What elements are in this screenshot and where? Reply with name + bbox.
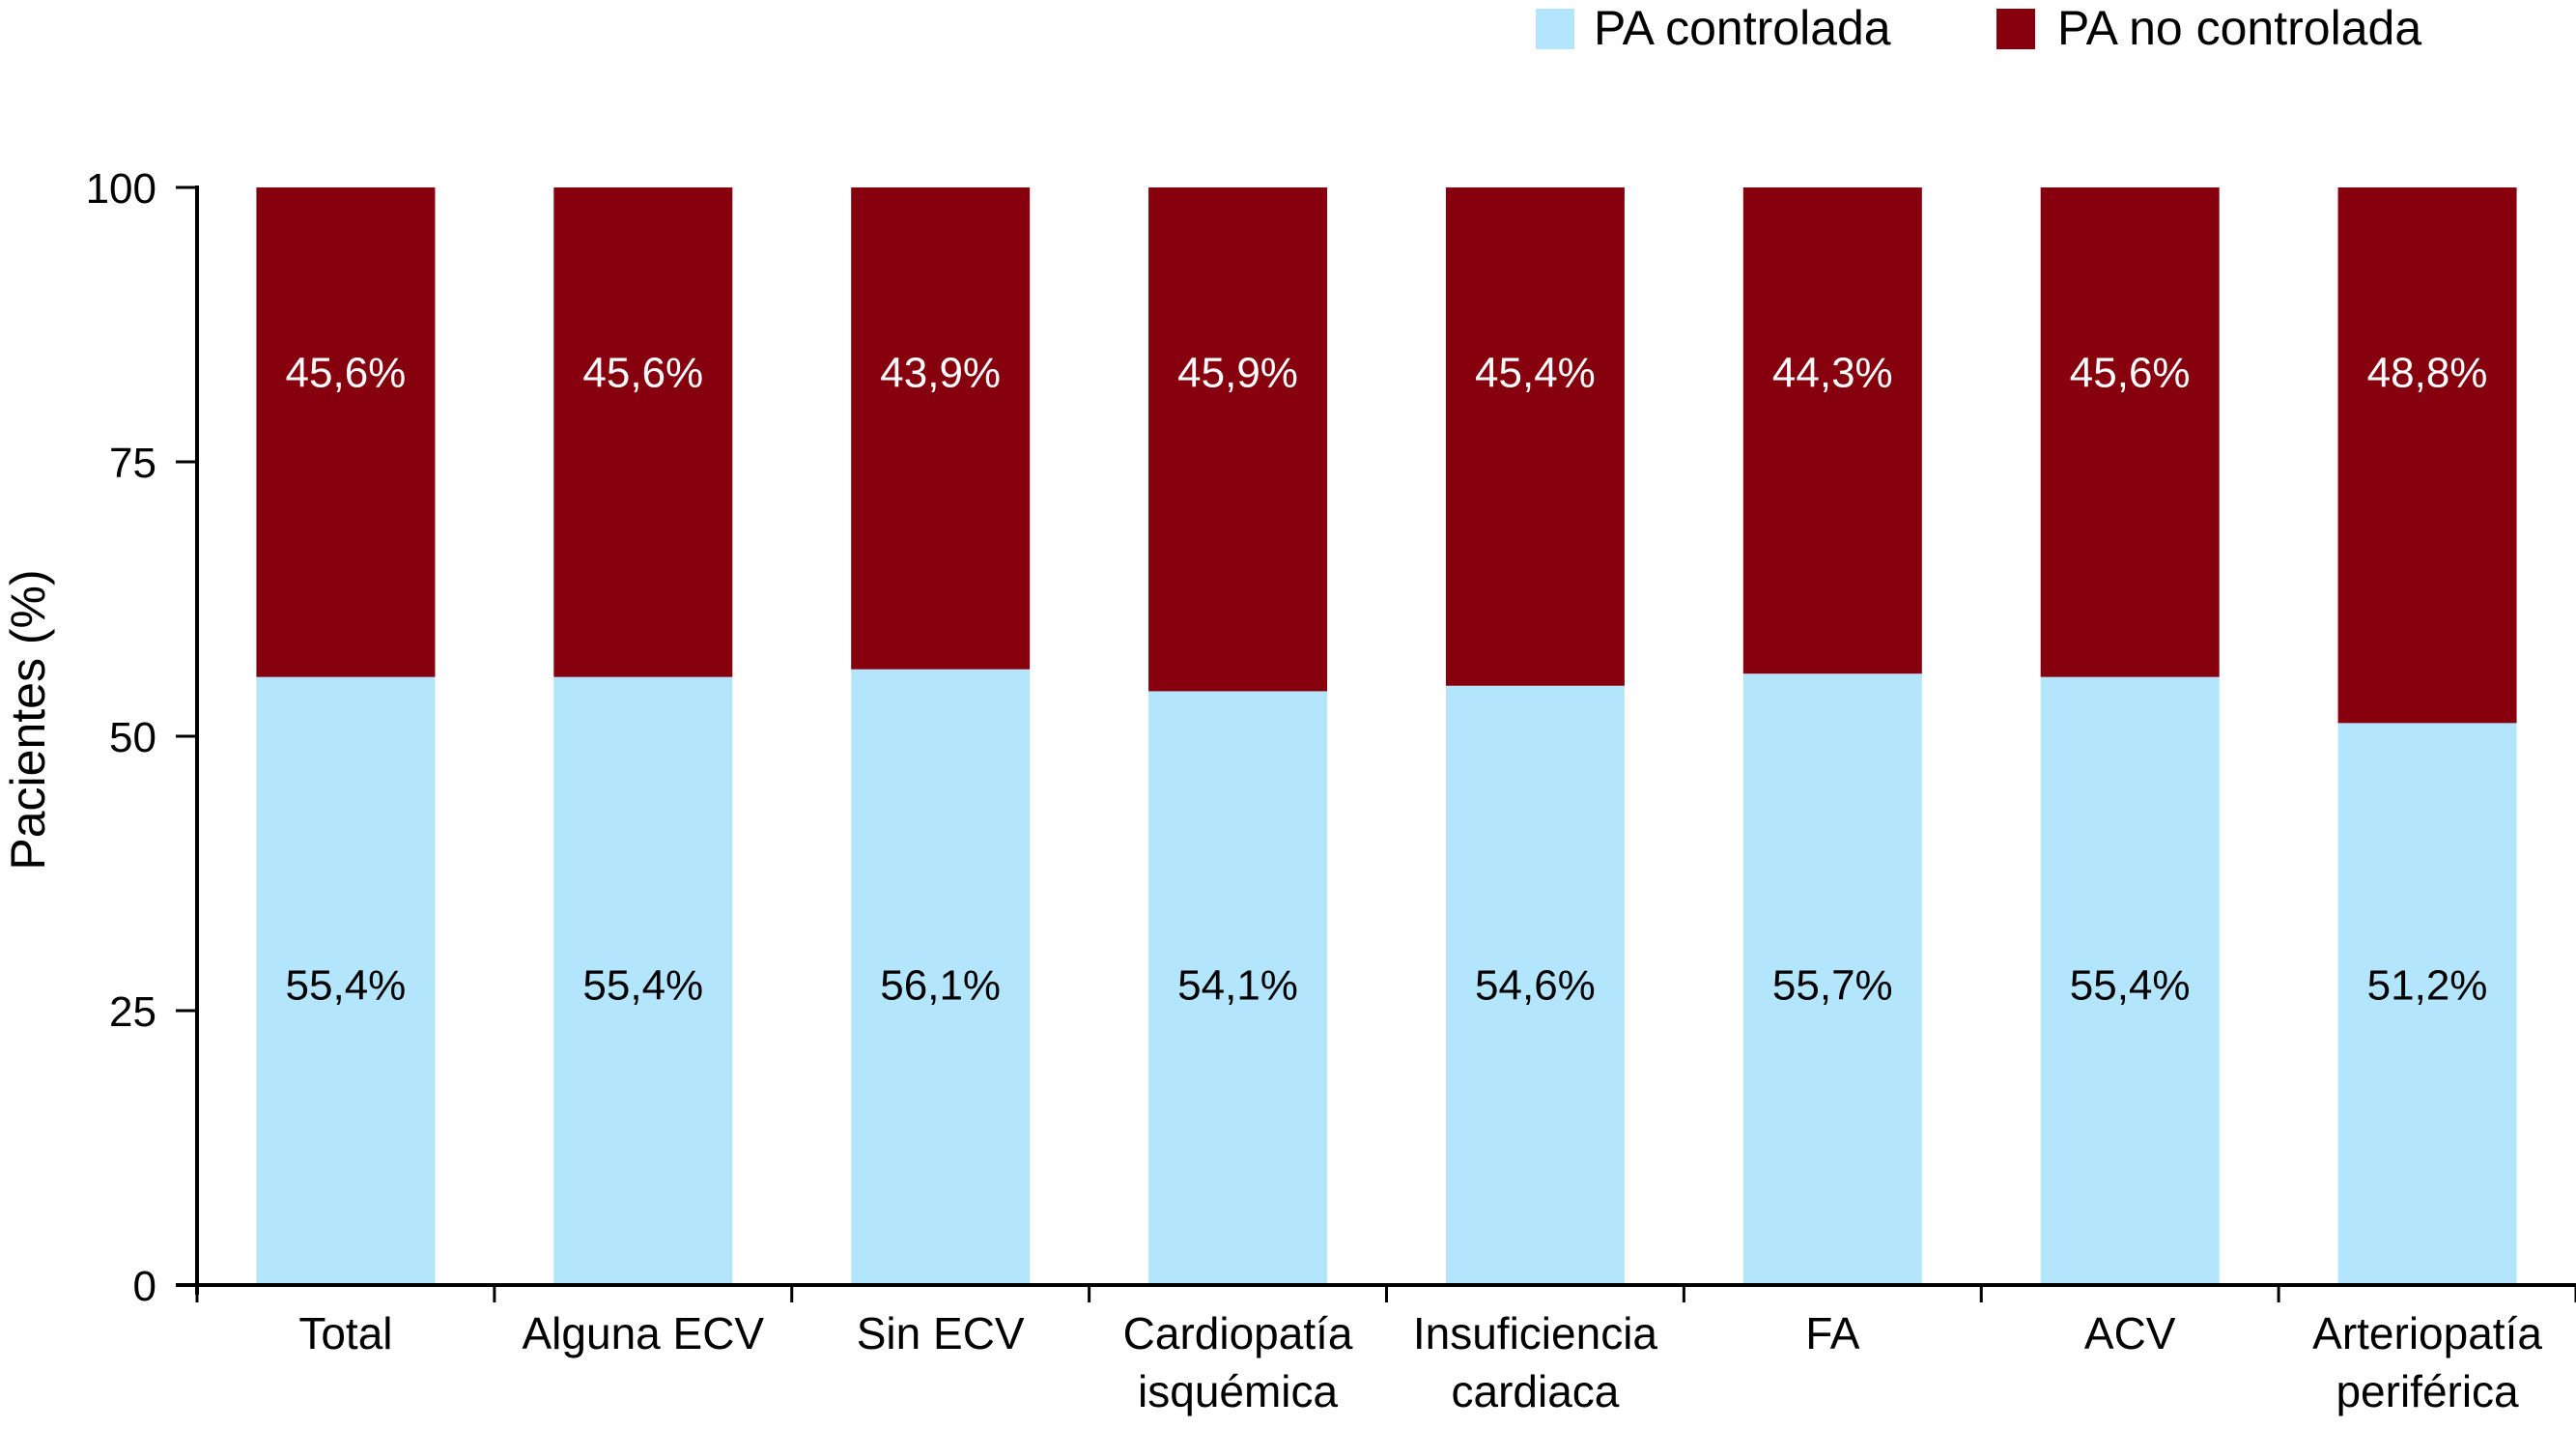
legend-label-controlada: PA controlada xyxy=(1594,1,1891,55)
x-tick-label: FA xyxy=(1805,1308,1860,1358)
x-tick-label: Cardiopatía xyxy=(1123,1308,1353,1358)
data-label: 48,8% xyxy=(2367,350,2488,397)
data-label: 44,3% xyxy=(1772,350,1893,397)
data-label: 45,6% xyxy=(286,350,407,397)
bar-controlada xyxy=(1742,673,1922,1285)
bar-controlada xyxy=(1148,691,1328,1285)
bar-no-controlada xyxy=(1742,187,1922,674)
legend-label-no-controlada: PA no controlada xyxy=(2057,1,2421,55)
legend: PA controlada PA no controlada xyxy=(1536,1,2421,55)
y-axis-label: Pacientes (%) xyxy=(1,569,55,870)
x-tick-label: Arteriopatía xyxy=(2312,1308,2542,1358)
x-tick-label: Insuficiencia xyxy=(1413,1308,1658,1358)
data-label: 45,9% xyxy=(1177,350,1298,397)
y-tick-label: 75 xyxy=(109,440,156,487)
x-tick-label: Sin ECV xyxy=(857,1308,1025,1358)
y-tick-label: 25 xyxy=(109,988,156,1036)
y-tick-label: 0 xyxy=(133,1263,156,1310)
data-label: 56,1% xyxy=(880,962,1001,1010)
x-tick-label: periférica xyxy=(2335,1366,2519,1416)
x-tick-label: isquémica xyxy=(1138,1366,1339,1416)
bar-controlada xyxy=(553,676,733,1285)
legend-swatch-no-controlada xyxy=(1996,9,2035,49)
data-label: 43,9% xyxy=(880,350,1001,397)
data-label: 45,6% xyxy=(582,350,703,397)
bar-no-controlada xyxy=(851,187,1031,670)
bar-controlada xyxy=(2337,723,2517,1285)
bar-no-controlada xyxy=(1445,187,1625,686)
bar-controlada xyxy=(1445,685,1625,1285)
bar-controlada xyxy=(2040,676,2220,1285)
data-label: 45,6% xyxy=(2070,350,2191,397)
data-label: 55,4% xyxy=(582,962,703,1010)
data-label: 51,2% xyxy=(2367,962,2488,1010)
bar-no-controlada xyxy=(553,187,733,677)
x-tick-label: ACV xyxy=(2084,1308,2176,1358)
x-tick-label: cardiaca xyxy=(1452,1366,1620,1416)
bar-controlada xyxy=(851,669,1031,1285)
x-tick-label: Alguna ECV xyxy=(523,1308,765,1358)
x-tick-label: Total xyxy=(298,1308,392,1358)
data-label: 54,1% xyxy=(1177,962,1298,1010)
data-label: 55,4% xyxy=(2070,962,2191,1010)
data-label: 55,7% xyxy=(1772,962,1893,1010)
bar-no-controlada xyxy=(2040,187,2220,677)
data-label: 54,6% xyxy=(1475,962,1596,1010)
bar-controlada xyxy=(256,676,436,1285)
bar-no-controlada xyxy=(2337,187,2517,724)
data-label: 55,4% xyxy=(286,962,407,1010)
legend-swatch-controlada xyxy=(1536,9,1574,49)
bar-no-controlada xyxy=(1148,187,1328,692)
bar-no-controlada xyxy=(256,187,436,677)
data-label: 45,4% xyxy=(1475,350,1596,397)
y-tick-label: 100 xyxy=(86,165,156,213)
y-tick-label: 50 xyxy=(109,714,156,761)
